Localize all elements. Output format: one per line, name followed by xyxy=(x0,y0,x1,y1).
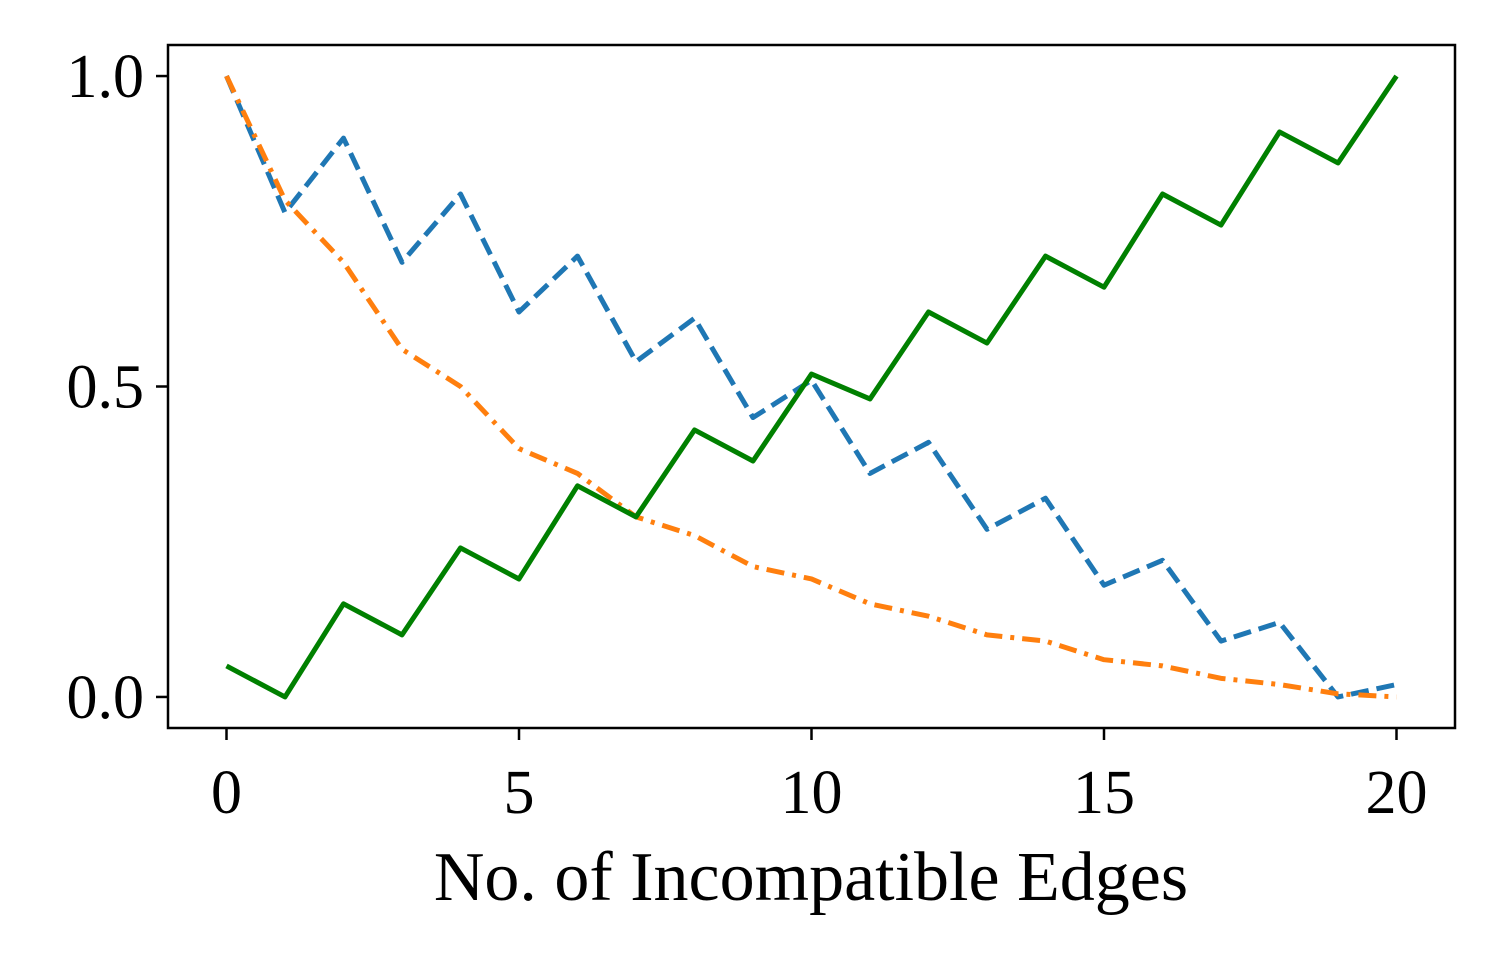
y-tick-label: 0.0 xyxy=(67,664,145,732)
y-axis-ticks: 0.0 0.5 1.0 xyxy=(67,43,168,732)
y-tick-label: 0.5 xyxy=(67,354,145,422)
series-line-1 xyxy=(224,74,1397,700)
x-tick-label: 0 xyxy=(211,759,242,827)
x-tick-label: 5 xyxy=(504,759,535,827)
x-tick-label: 10 xyxy=(781,759,843,827)
series-line-2 xyxy=(225,74,1399,700)
series-line-0 xyxy=(224,75,1398,700)
x-axis-title: No. of Incompatible Edges xyxy=(434,839,1188,916)
x-tick-label: 15 xyxy=(1073,759,1135,827)
y-tick-label: 1.0 xyxy=(67,43,145,111)
x-axis-ticks: 0 5 10 15 20 xyxy=(211,728,1428,827)
series-layer xyxy=(224,74,1399,700)
x-tick-label: 20 xyxy=(1366,759,1428,827)
